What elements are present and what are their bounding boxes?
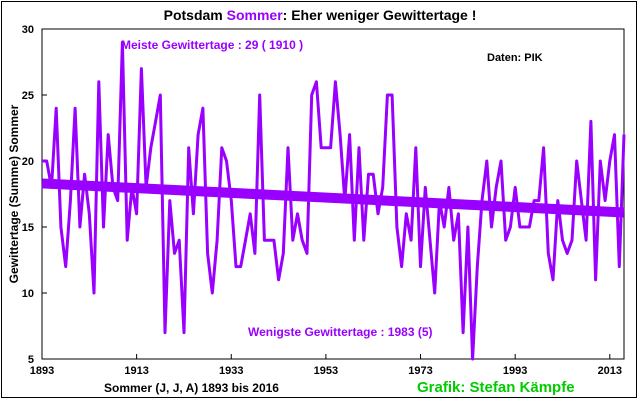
y-tick-label: 30: [22, 24, 34, 36]
x-tick-label: 1893: [30, 365, 54, 377]
source-label: Daten: PIK: [487, 52, 543, 64]
y-tick-label: 5: [28, 354, 34, 366]
x-tick-label: 1973: [408, 365, 432, 377]
title-part-1: Potsdam: [163, 7, 227, 23]
x-tick-label: 1933: [219, 365, 243, 377]
trend-line: [41, 178, 625, 218]
y-tick-label: 10: [22, 288, 34, 300]
y-axis-label: Gewittertage (Summe) Sommer: [7, 104, 21, 284]
annotation-max: Meiste Gewittertage : 29 ( 1910 ): [121, 38, 304, 52]
x-tick-label: 1913: [124, 365, 148, 377]
chart-title: Potsdam Sommer: Eher weniger Gewittertag…: [0, 7, 640, 23]
y-tick-label: 15: [22, 222, 34, 234]
y-tick-label: 25: [22, 90, 34, 102]
y-tick-label: 20: [22, 156, 34, 168]
title-part-2: Sommer: [226, 7, 283, 23]
x-tick-label: 2013: [598, 365, 622, 377]
credit-label: Grafik: Stefan Kämpfe: [417, 379, 575, 396]
title-part-3: : Eher weniger Gewittertage !: [282, 7, 477, 23]
plot-area: [41, 28, 625, 360]
x-axis-label: Sommer (J, J, A) 1893 bis 2016: [104, 381, 279, 395]
annotation-min: Wenigste Gewittertage : 1983 (5): [248, 325, 433, 339]
x-tick-label: 1993: [503, 365, 527, 377]
x-tick-label: 1953: [314, 365, 338, 377]
data-line: [42, 40, 626, 361]
